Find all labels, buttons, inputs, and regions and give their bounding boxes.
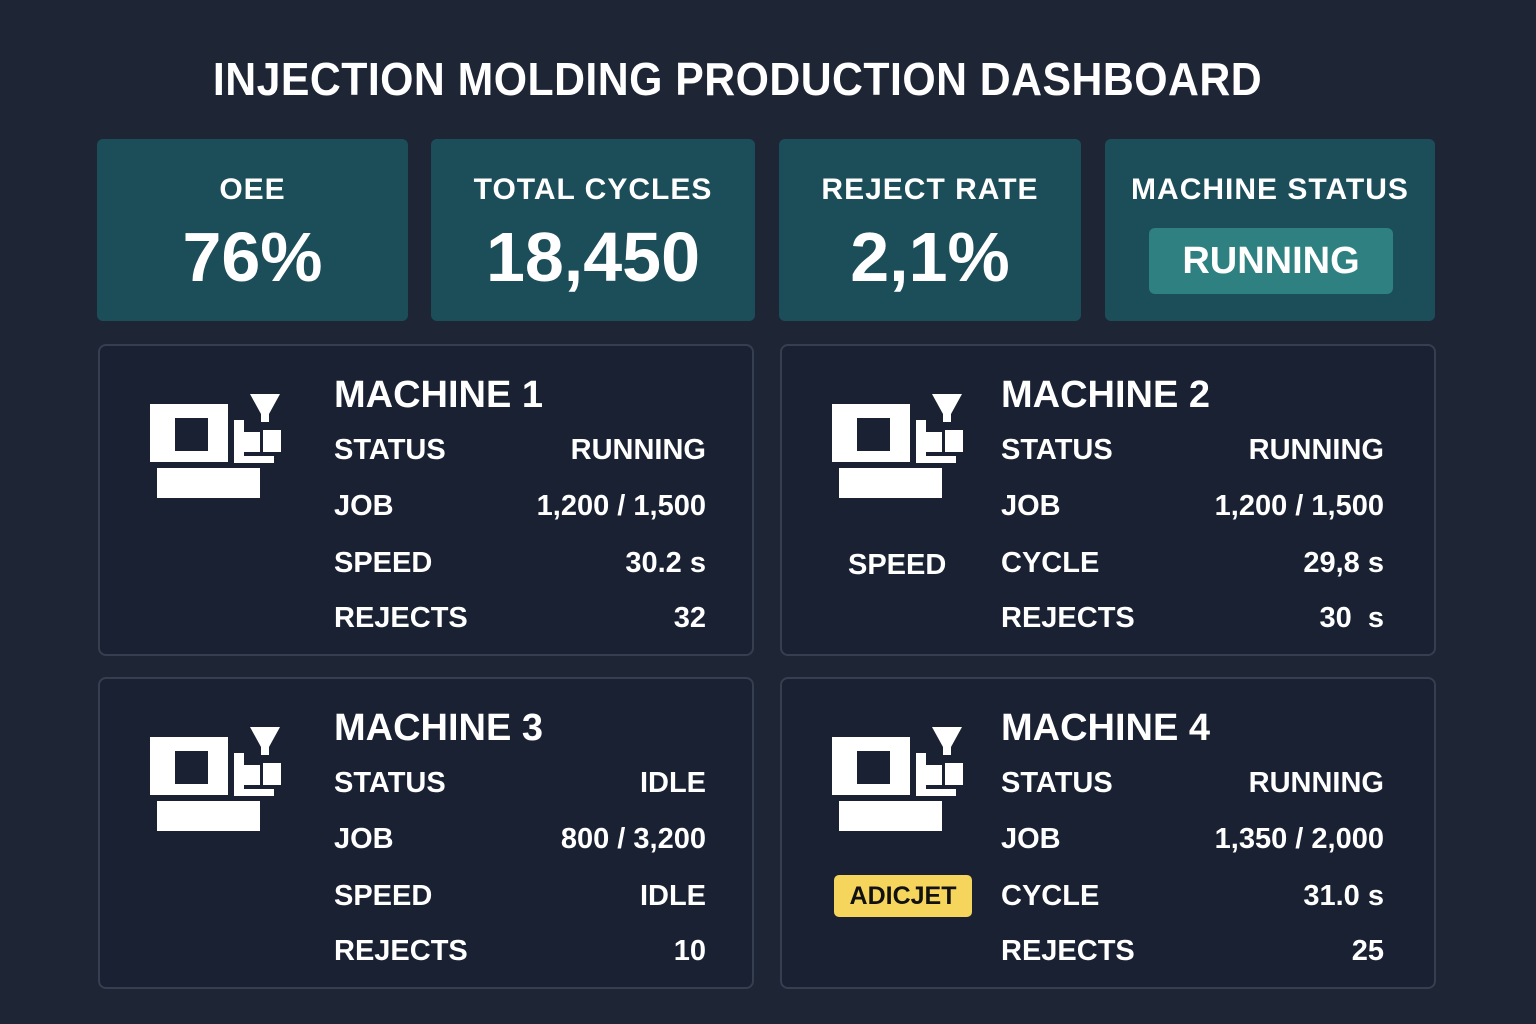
kpi-card-machine-status: MACHINE STATUS RUNNING [1105,139,1435,321]
machine-name: MACHINE 3 [334,707,544,749]
status-badge: RUNNING [1149,228,1393,294]
status-row: STATUS RUNNING [1001,767,1384,807]
kpi-card-total-cycles: TOTAL CYCLES 18,450 [431,139,755,321]
rejects-row: REJECTS 10 [334,935,706,975]
machine-card-4[interactable]: ADICJET MACHINE 4 STATUS RUNNING JOB 1,3… [780,677,1436,989]
alert-badge: ADICJET [834,875,972,917]
kpi-label: REJECT RATE [821,173,1039,206]
page-title: INJECTION MOLDING PRODUCTION DASHBOARD [212,53,1263,105]
job-row: JOB 1,200 / 1,500 [334,490,706,530]
speed-row: SPEED 30.2 s [334,547,706,587]
row-value: 1,350 / 2,000 [1214,823,1384,855]
rejects-row: REJECTS 32 [334,602,706,642]
row-label: STATUS [334,767,446,799]
rejects-row: REJECTS 25 [1001,935,1384,975]
row-label: REJECTS [334,935,468,967]
row-value: 29,8 s [1303,547,1384,579]
injection-molding-machine-icon [150,727,281,831]
row-label: SPEED [334,547,433,579]
row-value: RUNNING [570,434,706,466]
machine-name: MACHINE 4 [1001,707,1211,749]
machine-card-3[interactable]: MACHINE 3 STATUS IDLE JOB 800 / 3,200 SP… [98,677,754,989]
row-label: REJECTS [334,602,468,634]
job-row: JOB 1,350 / 2,000 [1001,823,1384,863]
row-value: 31.0 s [1303,880,1384,912]
rejects-row: REJECTS 30 s [1001,602,1384,642]
status-row: STATUS RUNNING [334,434,706,474]
kpi-card-reject-rate: REJECT RATE 2,1% [779,139,1081,321]
row-value: 1,200 / 1,500 [1214,490,1384,522]
machine-card-2[interactable]: SPEED MACHINE 2 STATUS RUNNING JOB 1,200… [780,344,1436,656]
kpi-value: 18,450 [485,218,701,296]
row-label: CYCLE [1001,547,1100,579]
kpi-label: OEE [219,173,286,206]
row-value: 1,200 / 1,500 [536,490,706,522]
status-row: STATUS IDLE [334,767,706,807]
side-label: SPEED [848,549,947,581]
kpi-value: 76% [182,218,323,296]
speed-row: SPEED IDLE [334,880,706,920]
machine-name: MACHINE 2 [1001,374,1211,416]
row-value: 30.2 s [625,547,706,579]
injection-molding-machine-icon [832,727,963,831]
job-row: JOB 1,200 / 1,500 [1001,490,1384,530]
injection-molding-machine-icon [150,394,281,498]
machine-card-1[interactable]: MACHINE 1 STATUS RUNNING JOB 1,200 / 1,5… [98,344,754,656]
row-label: JOB [1001,823,1061,855]
row-label: STATUS [1001,434,1113,466]
injection-molding-machine-icon [832,394,963,498]
kpi-label: TOTAL CYCLES [473,173,713,206]
row-value: 30 s [1319,602,1385,634]
row-value: 10 [673,935,706,967]
row-label: JOB [334,490,394,522]
job-row: JOB 800 / 3,200 [334,823,706,863]
row-value: 32 [673,602,706,634]
row-value: IDLE [639,880,706,912]
row-value: RUNNING [1248,434,1384,466]
kpi-value: 2,1% [850,218,1010,296]
status-row: STATUS RUNNING [1001,434,1384,474]
row-label: SPEED [334,880,433,912]
kpi-card-oee: OEE 76% [97,139,408,321]
row-label: REJECTS [1001,602,1135,634]
row-label: REJECTS [1001,935,1135,967]
machine-name: MACHINE 1 [334,374,544,416]
row-value: RUNNING [1248,767,1384,799]
row-value: IDLE [639,767,706,799]
row-value: 800 / 3,200 [560,823,706,855]
kpi-label: MACHINE STATUS [1131,173,1409,206]
row-label: STATUS [1001,767,1113,799]
row-label: CYCLE [1001,880,1100,912]
row-value: 25 [1351,935,1384,967]
row-label: JOB [1001,490,1061,522]
cycle-row: CYCLE 31.0 s [1001,880,1384,920]
row-label: JOB [334,823,394,855]
cycle-row: CYCLE 29,8 s [1001,547,1384,587]
row-label: STATUS [334,434,446,466]
